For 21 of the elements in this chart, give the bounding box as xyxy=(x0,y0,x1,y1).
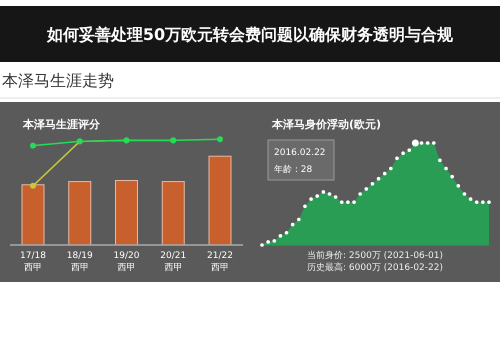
text: 历史最高: 6000万 (2016-02-22) xyxy=(307,262,443,273)
x-tick-label: 21/22 西甲 xyxy=(207,251,233,273)
bar xyxy=(208,156,232,246)
bar xyxy=(162,181,185,246)
chart-title: 本泽马身价浮动(欧元) xyxy=(271,118,382,131)
chart-title: 本泽马生涯评分 xyxy=(22,118,101,131)
bar xyxy=(22,184,44,246)
annotation: 年龄 : 28 xyxy=(274,164,312,175)
x-tick-label: 18/19 西甲 xyxy=(66,251,93,273)
text: 如何妥善处理50万欧元转会费问题以确保财务透明与合规 xyxy=(46,25,454,44)
x-tick-label: 19/20 西甲 xyxy=(114,251,140,273)
text: 本泽马生涯走势 xyxy=(2,71,114,90)
x-tick-label: 17/18 西甲 xyxy=(20,251,46,273)
bar xyxy=(115,180,138,246)
bar xyxy=(68,181,92,246)
point xyxy=(30,182,36,189)
point xyxy=(30,142,36,149)
x-tick-label: 20/21 西甲 xyxy=(160,251,186,273)
point xyxy=(217,136,223,142)
annotation: 2016.02.22 xyxy=(274,148,326,158)
text: 当前身价: 2500万 (2021-06-01) xyxy=(307,250,443,261)
